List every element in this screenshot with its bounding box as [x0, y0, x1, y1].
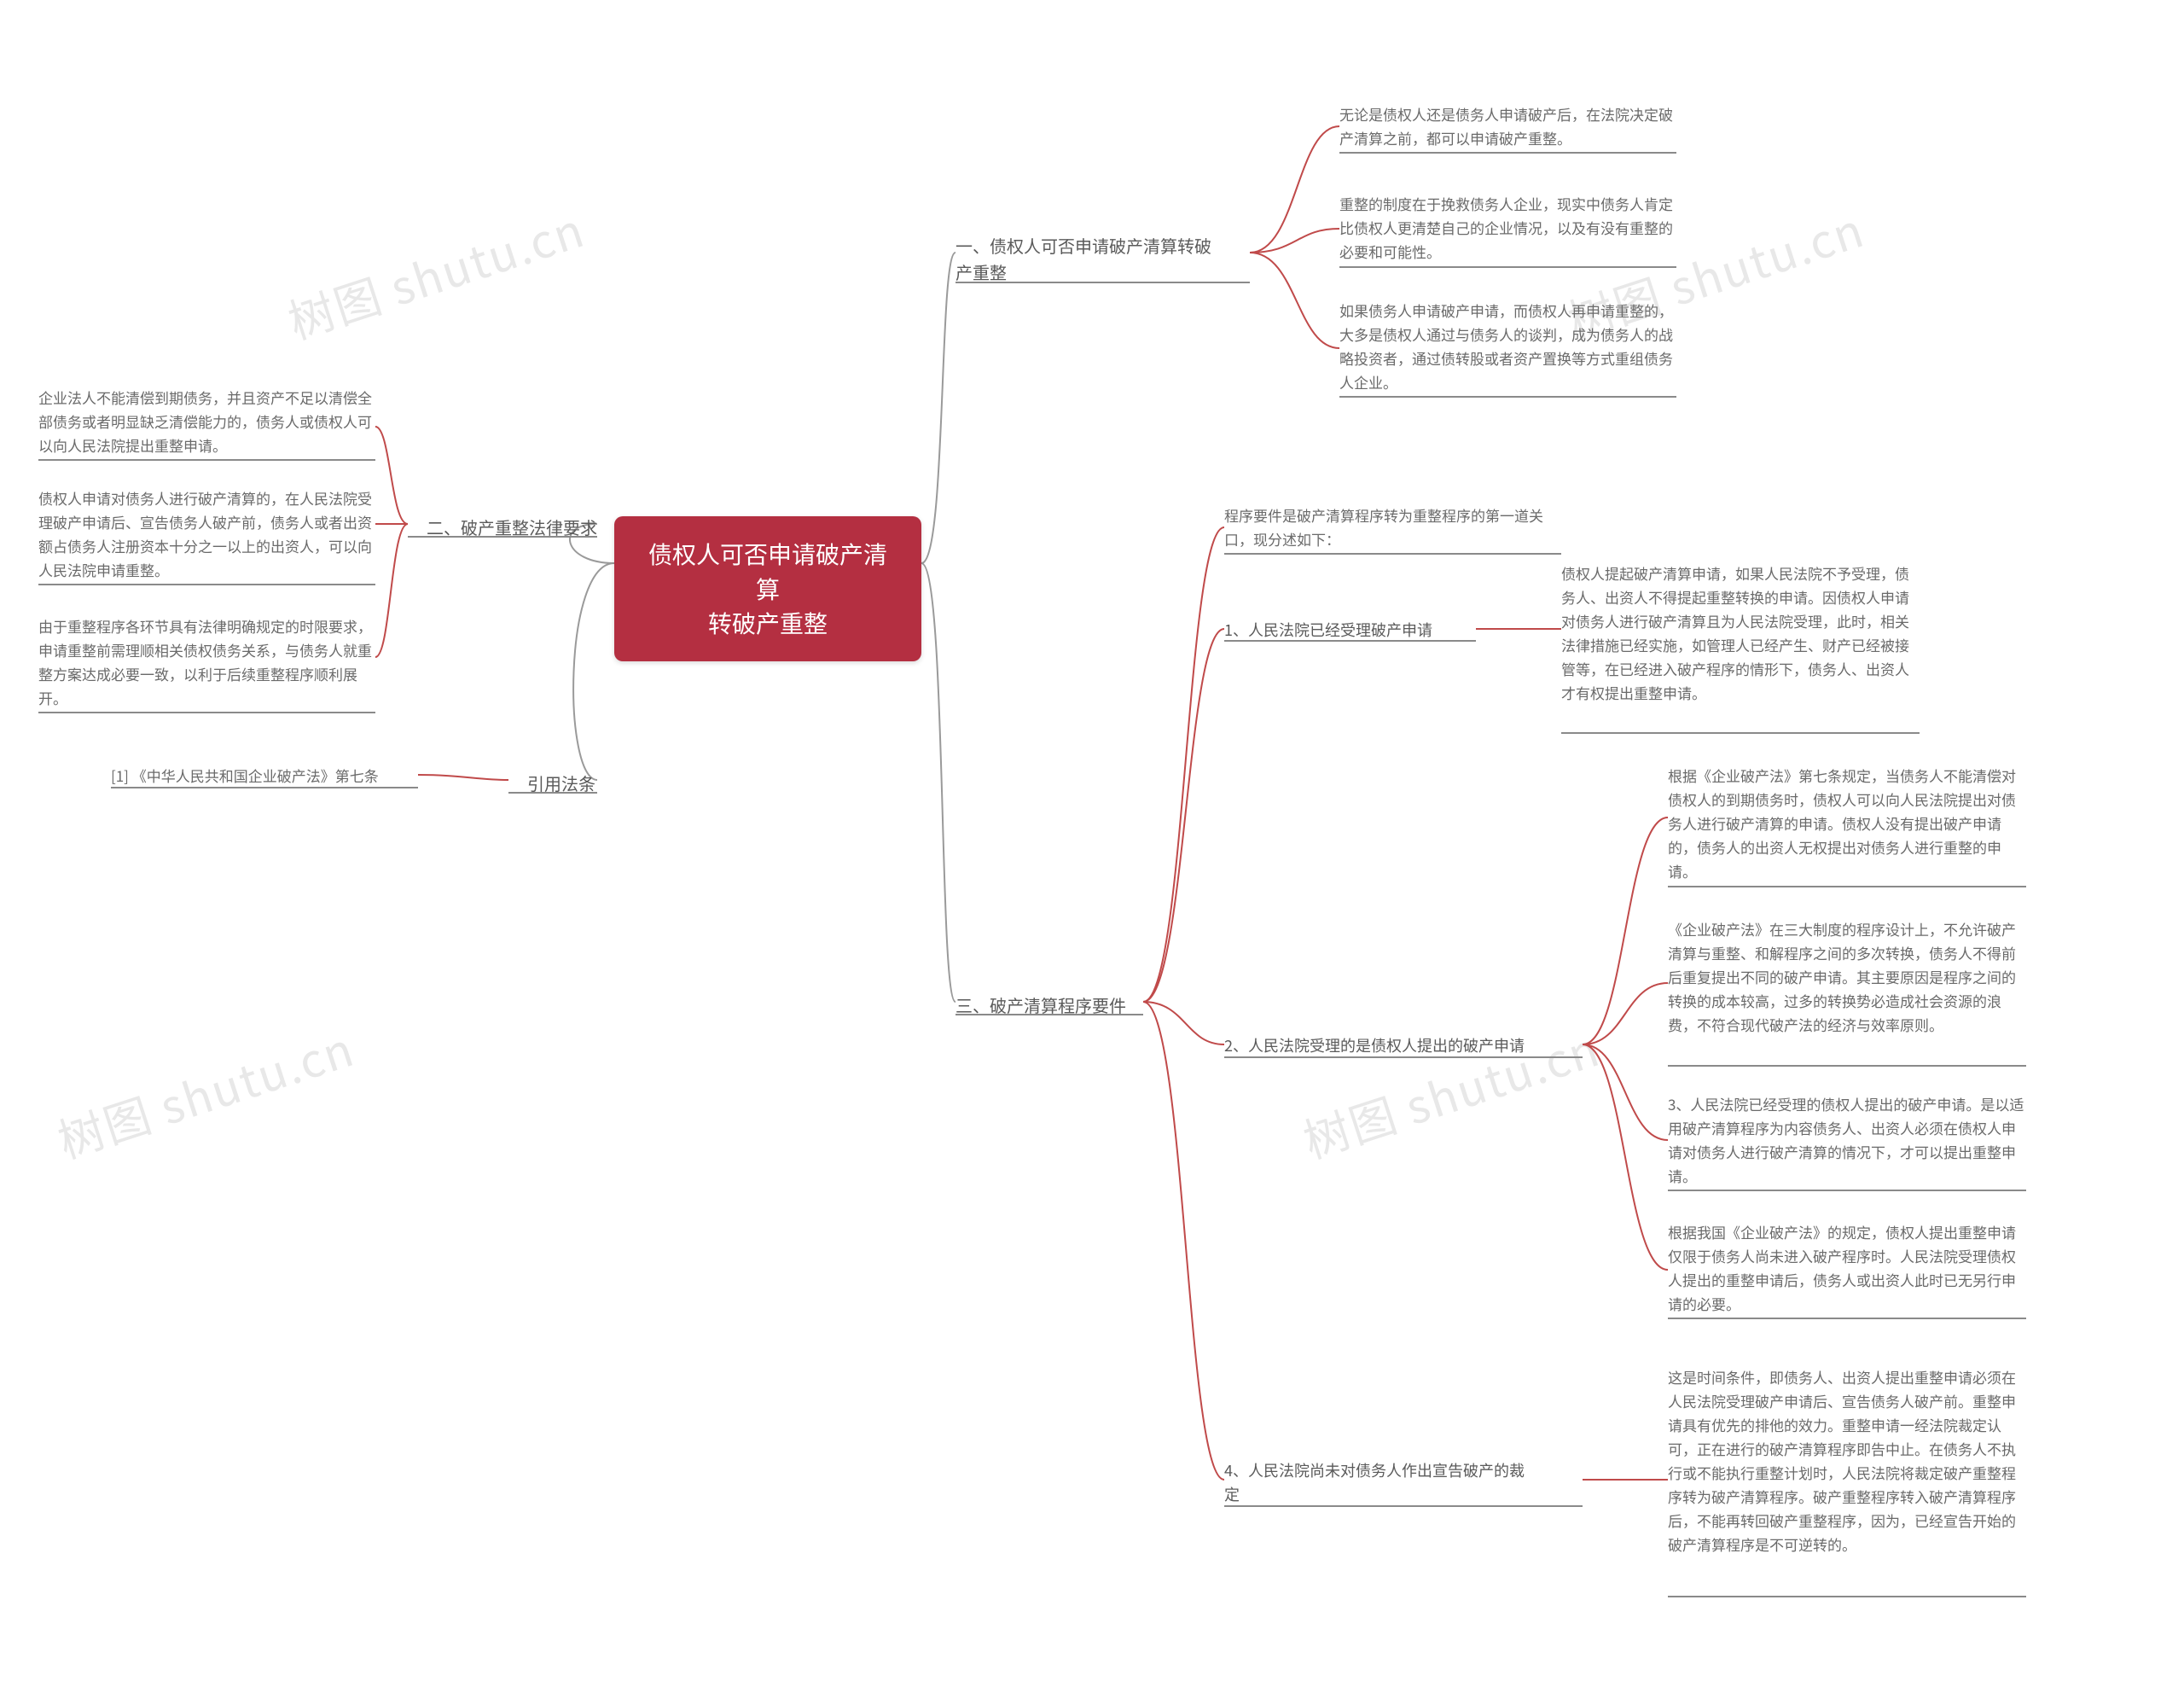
- underline: [408, 536, 597, 538]
- leaf-text: 3、人民法院已经受理的债权人提出的破产申请。是以适用破产清算程序为内容债务人、出…: [1668, 1092, 2026, 1188]
- underline: [1668, 1318, 2026, 1319]
- leaf-text: [1] 《中华人民共和国企业破产法》第七条: [111, 764, 418, 788]
- underline: [956, 282, 1250, 283]
- center-line2: 转破产重整: [643, 606, 892, 641]
- watermark: 树图 shutu.cn: [279, 193, 593, 352]
- underline: [956, 1014, 1143, 1015]
- underline: [38, 459, 375, 461]
- leaf-text: 如果债务人申请破产申请，而债权人再申请重整的，大多是债权人通过与债务人的谈判，成…: [1339, 299, 1676, 394]
- underline: [1224, 1505, 1583, 1507]
- underline: [1339, 266, 1676, 268]
- center-topic: 债权人可否申请破产清算 转破产重整: [614, 516, 921, 661]
- sub-branch-label: 4、人民法院尚未对债务人作出宣告破产的裁 定: [1224, 1459, 1583, 1507]
- underline: [1561, 732, 1920, 734]
- underline: [508, 792, 597, 794]
- underline: [111, 787, 418, 788]
- sub-branch-label: 1、人民法院已经受理破产申请: [1224, 619, 1476, 643]
- sub-branch-label: 2、人民法院受理的是债权人提出的破产申请: [1224, 1034, 1583, 1058]
- leaf-text: 无论是债权人还是债务人申请破产后，在法院决定破产清算之前，都可以申请破产重整。: [1339, 102, 1676, 150]
- leaf-text: 根据我国《企业破产法》的规定，债权人提出重整申请仅限于债务人尚未进入破产程序时。…: [1668, 1220, 2026, 1316]
- watermark: 树图 shutu.cn: [49, 1012, 363, 1172]
- underline: [1339, 396, 1676, 398]
- underline: [1339, 152, 1676, 154]
- leaf-text: 债权人申请对债务人进行破产清算的，在人民法院受理破产申请后、宣告债务人破产前，债…: [38, 486, 375, 582]
- leaf-text: 重整的制度在于挽救债务人企业，现实中债务人肯定比债权人更清楚自己的企业情况，以及…: [1339, 192, 1676, 264]
- leaf-text: 企业法人不能清偿到期债务，并且资产不足以清偿全部债务或者明显缺乏清偿能力的，债务…: [38, 386, 375, 457]
- underline: [1668, 1596, 2026, 1597]
- leaf-text: 债权人提起破产清算申请，如果人民法院不予受理，债务人、出资人不得提起重整转换的申…: [1561, 561, 1920, 705]
- leaf-text: 由于重整程序各环节具有法律明确规定的时限要求，申请重整前需理顺相关债权债务关系，…: [38, 614, 375, 710]
- leaf-text: 这是时间条件，即债务人、出资人提出重整申请必须在人民法院受理破产申请后、宣告债务…: [1668, 1365, 2026, 1556]
- leaf-text: 程序要件是破产清算程序转为重整程序的第一道关口，现分述如下：: [1224, 503, 1561, 551]
- underline: [38, 584, 375, 585]
- underline: [1668, 886, 2026, 887]
- underline: [1224, 640, 1476, 642]
- underline: [1224, 1056, 1583, 1058]
- underline: [38, 712, 375, 713]
- leaf-text: 《企业破产法》在三大制度的程序设计上，不允许破产清算与重整、和解程序之间的多次转…: [1668, 917, 2026, 1037]
- underline: [1668, 1065, 2026, 1067]
- right-branch-label: 一、债权人可否申请破产清算转破 产重整: [956, 232, 1250, 285]
- underline: [1224, 553, 1561, 555]
- leaf-text: 根据《企业破产法》第七条规定，当债务人不能清偿对债权人的到期债务时，债权人可以向…: [1668, 764, 2026, 883]
- center-line1: 债权人可否申请破产清算: [643, 537, 892, 606]
- underline: [1668, 1190, 2026, 1191]
